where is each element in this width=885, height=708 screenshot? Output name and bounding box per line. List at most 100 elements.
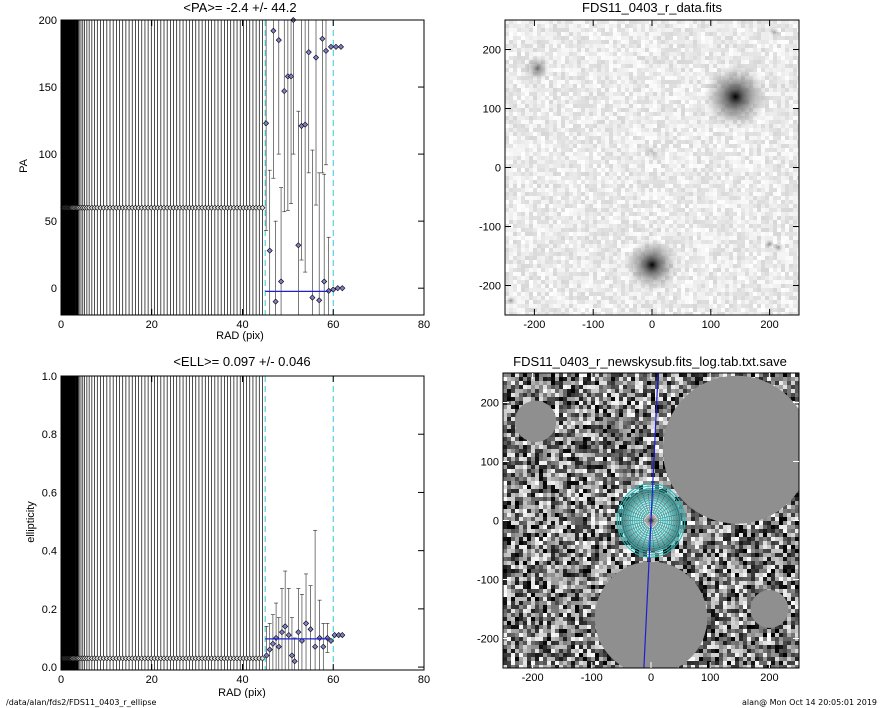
data-img-pixel [525,180,529,184]
data-img-pixel [661,136,665,140]
data-img-pixel [517,212,521,216]
data-img-pixel [705,60,709,64]
data-img-pixel [509,112,513,116]
data-img-pixel [589,112,593,116]
data-img-pixel [613,240,617,244]
data-img-pixel [797,204,799,208]
data-img-pixel [513,104,517,108]
data-img-pixel [597,248,601,252]
data-img-pixel [653,200,657,204]
data-img-pixel [745,160,749,164]
data-img-pixel [685,244,689,248]
data-img-pixel [757,28,761,32]
data-img-pixel [777,60,781,64]
data-img-pixel [505,112,509,116]
data-img-pixel [505,168,509,172]
data-img-pixel [653,32,657,36]
data-img-pixel [529,176,533,180]
data-img-pixel [625,148,629,152]
data-img-pixel [593,236,597,240]
data-img-pixel [529,88,533,92]
data-img-pixel [605,204,609,208]
data-img-pixel [513,80,517,84]
data-img-pixel [729,60,733,64]
data-img-pixel [777,256,781,260]
data-img-pixel [709,252,713,256]
data-img-pixel [573,156,577,160]
data-img-pixel [709,52,713,56]
data-img-pixel [689,120,693,124]
data-img-pixel [617,216,621,220]
data-img-pixel [721,252,725,256]
data-img-pixel [605,212,609,216]
data-img-pixel [697,124,701,128]
data-img-pixel [717,56,721,60]
data-img-pixel [529,192,533,196]
data-img-pixel [589,212,593,216]
data-img-pixel [797,52,799,56]
data-img-pixel [585,216,589,220]
data-img-pixel [685,168,689,172]
data-img-pixel [797,148,799,152]
data-img-pixel [653,56,657,60]
data-img-pixel [665,112,669,116]
data-img-pixel [593,152,597,156]
data-img-pixel [633,124,637,128]
data-img-pixel [749,156,753,160]
data-img-pixel [781,60,785,64]
data-img-pixel [729,248,733,252]
ell-point [316,634,323,642]
data-img-pixel [609,160,613,164]
data-img-pixel [797,132,799,136]
data-img-pixel [793,252,797,256]
data-img-pixel [725,36,729,40]
data-img-pixel [733,224,737,228]
data-img-pixel [593,188,597,192]
data-img-pixel [673,128,677,132]
data-img-pixel [737,256,741,260]
data-img-pixel [693,36,697,40]
data-img-pixel [749,152,753,156]
data-img-pixel [597,76,601,80]
data-img-pixel [653,112,657,116]
data-img-pixel [701,164,705,168]
data-img-pixel [553,164,557,168]
data-img-pixel [581,88,585,92]
data-img-pixel [581,40,585,44]
data-img-pixel [689,32,693,36]
data-img-pixel [621,164,625,168]
data-img-pixel [677,24,681,28]
data-img-pixel [601,224,605,228]
data-img-pixel [573,124,577,128]
data-img-pixel [641,76,645,80]
data-img-pixel [641,216,645,220]
data-img-pixel [637,156,641,160]
data-img-pixel [697,28,701,32]
data-img-pixel [725,220,729,224]
data-img-pixel [621,140,625,144]
data-img-pixel [681,28,685,32]
data-img-pixel [533,132,537,136]
data-img-pixel [725,176,729,180]
data-img-pixel [597,188,601,192]
data-img-pixel [601,88,605,92]
data-img-pixel [709,232,713,236]
data-img-pixel [641,168,645,172]
data-img-pixel [685,248,689,252]
data-img-pixel [725,32,729,36]
data-img-pixel [589,64,593,68]
data-img-pixel [657,184,661,188]
data-img-pixel [757,224,761,228]
data-img-pixel [777,180,781,184]
data-img-pixel [649,20,653,24]
data-img-pixel [633,56,637,60]
data-img-pixel [593,52,597,56]
data-img-pixel [597,60,601,64]
data-img-pixel [625,112,629,116]
data-img-pixel [789,136,793,140]
data-img-pixel [637,44,641,48]
data-img-pixel [713,160,717,164]
data-img-pixel [549,196,553,200]
data-img-pixel [789,84,793,88]
data-img-pixel [673,248,677,252]
